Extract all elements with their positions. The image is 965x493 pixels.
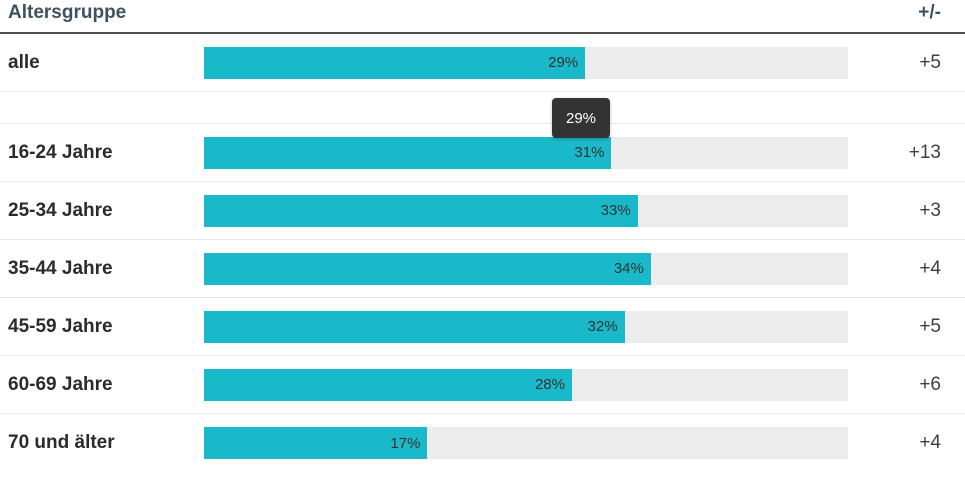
row-label: 25-34 Jahre (8, 199, 113, 221)
bar-value-label: 33% (600, 202, 631, 219)
tooltip: 29% (552, 98, 610, 138)
change-value: +4 (919, 432, 941, 453)
row-label: 45-59 Jahre (8, 315, 113, 337)
tooltip-value: 29% (565, 109, 597, 127)
bar-track[interactable]: 17% (204, 427, 848, 459)
table-header: Altersgruppe +/- (0, 0, 965, 34)
bar-value-label: 31% (574, 144, 605, 161)
table-row: 35-44 Jahre 34% +4 (0, 240, 965, 298)
change-value: +3 (919, 199, 941, 221)
bar-track[interactable]: 28% (204, 368, 848, 401)
row-label: alle (8, 51, 40, 73)
chart-rows: alle 29% +5 16-24 Jahre 31% +13 25-34 Ja… (0, 34, 965, 472)
table-row: 25-34 Jahre 33% +3 (0, 182, 965, 240)
table-row: alle 29% +5 (0, 34, 965, 92)
bar-track[interactable]: 31% (204, 136, 848, 169)
row-label: 16-24 Jahre (8, 141, 113, 163)
bar-fill[interactable]: 33% (204, 194, 638, 227)
change-value: +13 (908, 141, 941, 163)
bar-value-label: 32% (587, 318, 618, 335)
bar-fill[interactable]: 31% (204, 136, 612, 169)
change-value: +5 (919, 315, 941, 337)
bar-value-label: 34% (613, 260, 644, 277)
bar-track[interactable]: 29% (204, 46, 848, 79)
bar-track[interactable]: 34% (204, 252, 848, 285)
bar-fill[interactable]: 29% (204, 46, 586, 79)
bar-fill[interactable]: 32% (204, 310, 625, 343)
row-label: 35-44 Jahre (8, 257, 113, 279)
change-value: +4 (919, 257, 941, 279)
table-row: 70 und älter 17% +4 (0, 414, 965, 472)
change-value: +5 (919, 51, 941, 73)
row-label: 70 und älter (8, 432, 115, 453)
table-row: 45-59 Jahre 32% +5 (0, 298, 965, 356)
column-header-altersgruppe: Altersgruppe (8, 2, 127, 23)
table-row: 60-69 Jahre 28% +6 (0, 356, 965, 414)
bar-fill[interactable]: 28% (204, 368, 572, 401)
bar-fill[interactable]: 34% (204, 252, 651, 285)
bar-track[interactable]: 33% (204, 194, 848, 227)
row-label: 60-69 Jahre (8, 373, 113, 395)
table-row: 16-24 Jahre 31% +13 (0, 124, 965, 182)
bar-value-label: 28% (534, 376, 565, 393)
column-header-change: +/- (918, 2, 941, 23)
bar-fill[interactable]: 17% (204, 427, 428, 459)
bar-track[interactable]: 32% (204, 310, 848, 343)
bar-value-label: 17% (390, 434, 421, 452)
spacer-row (0, 92, 965, 124)
change-value: +6 (919, 373, 941, 395)
bar-value-label: 29% (548, 54, 579, 71)
